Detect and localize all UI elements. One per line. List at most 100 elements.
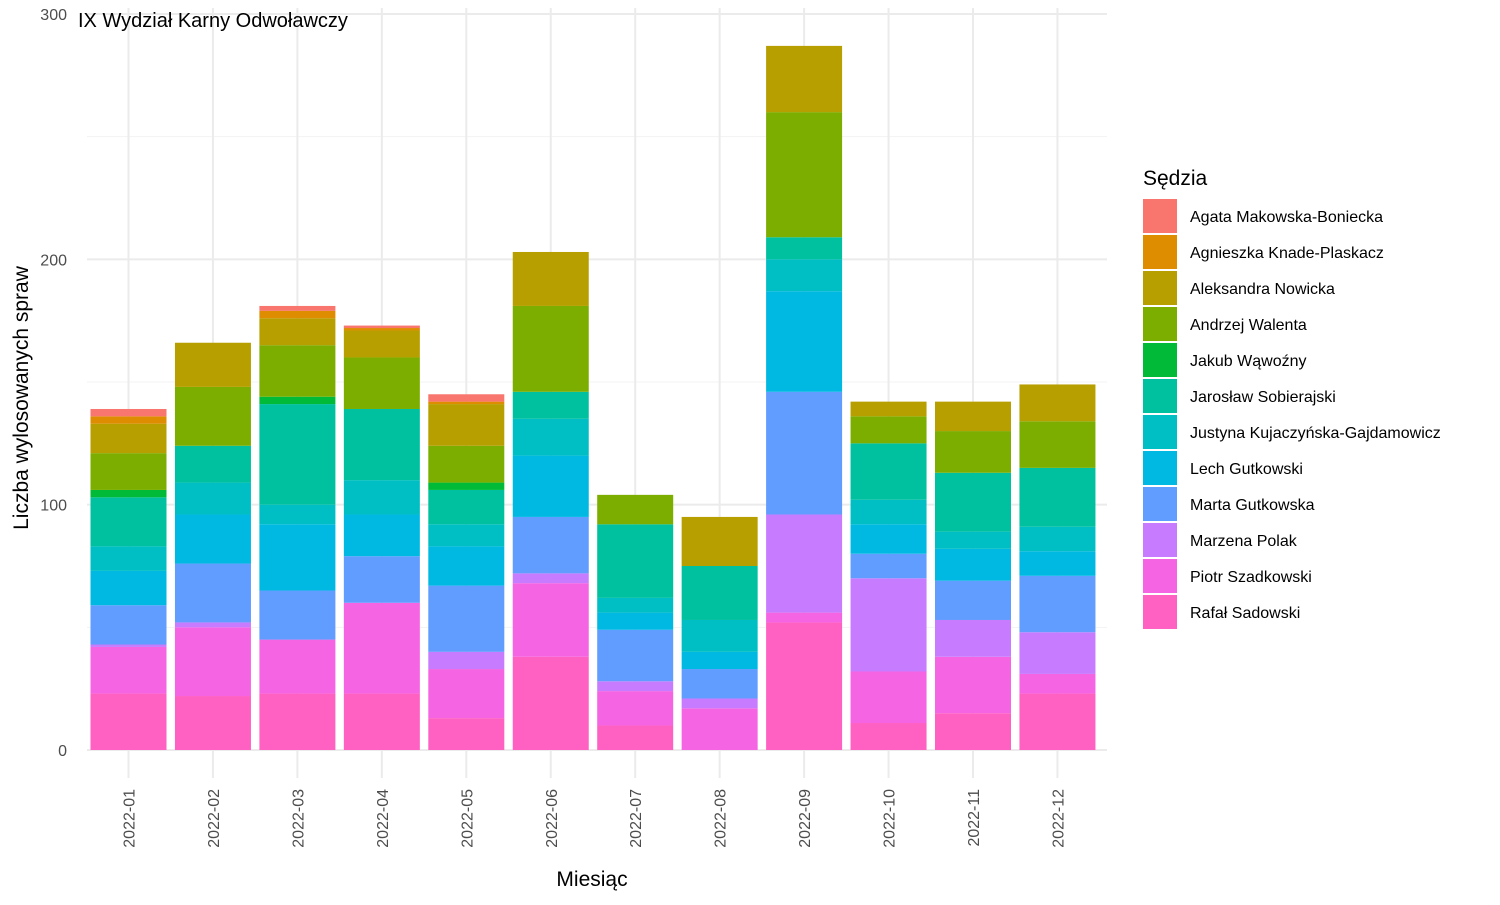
bar-segment bbox=[428, 404, 505, 446]
legend-label: Marzena Polak bbox=[1190, 533, 1298, 550]
legend-label: Jarosław Sobierajski bbox=[1190, 389, 1336, 406]
bar-segment bbox=[343, 693, 420, 750]
bar-segment bbox=[174, 386, 251, 446]
legend-swatch bbox=[1143, 595, 1177, 629]
legend-title: Sędzia bbox=[1143, 167, 1208, 190]
bar-segment bbox=[766, 514, 843, 613]
x-tick-label: 2022-07 bbox=[628, 789, 645, 848]
bar-segment bbox=[1019, 632, 1096, 674]
bar-segment bbox=[428, 585, 505, 652]
bar-segment bbox=[681, 708, 758, 750]
legend-swatch bbox=[1143, 199, 1177, 233]
bar-segment bbox=[766, 622, 843, 750]
legend-swatch bbox=[1143, 271, 1177, 305]
bar-segment bbox=[681, 651, 758, 670]
bar-segment bbox=[259, 404, 336, 505]
bar-segment bbox=[174, 696, 251, 750]
legend-label: Rafał Sadowski bbox=[1190, 605, 1300, 622]
bar-segment bbox=[597, 725, 674, 750]
bar-segment bbox=[90, 489, 167, 498]
bar-segment bbox=[850, 499, 927, 525]
bar-segment bbox=[174, 627, 251, 697]
bar-segment bbox=[935, 431, 1011, 473]
bar-segment bbox=[174, 342, 251, 387]
bar-segment bbox=[259, 590, 336, 640]
legend-item: Rafał Sadowski bbox=[1143, 595, 1300, 629]
bar-segment bbox=[90, 693, 167, 750]
bar-segment bbox=[935, 401, 1011, 432]
bar-segment bbox=[174, 445, 251, 483]
legend-swatch bbox=[1143, 451, 1177, 485]
bar-segment bbox=[681, 516, 758, 566]
bar-segment bbox=[1019, 526, 1096, 552]
legend-label: Jakub Wąwoźny bbox=[1190, 353, 1307, 370]
x-axis-title: Miesiąc bbox=[556, 868, 627, 891]
bar-segment bbox=[1019, 467, 1096, 527]
bar-segment bbox=[343, 408, 420, 481]
bar-segment bbox=[343, 328, 420, 331]
bar-segment bbox=[428, 445, 505, 483]
y-tick-label: 200 bbox=[40, 252, 67, 269]
legend-swatch bbox=[1143, 343, 1177, 377]
bar-segment bbox=[259, 396, 336, 405]
bar-segment bbox=[597, 629, 674, 682]
bar-segment bbox=[512, 573, 589, 584]
legend-items: Agata Makowska-Boniecka Agnieszka Knade-P… bbox=[1143, 199, 1441, 629]
legend-item: Justyna Kujaczyńska-Gajdamowicz bbox=[1143, 415, 1441, 449]
bar-segment bbox=[1019, 384, 1096, 422]
bar-segment bbox=[766, 259, 843, 292]
legend-item: Aleksandra Nowicka bbox=[1143, 271, 1335, 305]
y-axis-title: Liczba wylosowanych spraw bbox=[10, 265, 33, 530]
y-tick-label: 0 bbox=[58, 743, 67, 760]
legend-swatch bbox=[1143, 487, 1177, 521]
bar-segment bbox=[259, 345, 336, 397]
bar-segment bbox=[90, 408, 167, 417]
y-axis-ticks: 0 100 200 300 bbox=[40, 7, 67, 760]
legend-label: Agnieszka Knade-Plaskacz bbox=[1190, 245, 1384, 262]
bar-segment bbox=[90, 453, 167, 490]
bar-segment bbox=[1019, 673, 1096, 694]
bar-segment bbox=[343, 325, 420, 329]
bar-segment bbox=[90, 423, 167, 454]
bar-segment bbox=[343, 556, 420, 603]
x-tick-label: 2022-04 bbox=[375, 789, 392, 848]
legend-item: Agnieszka Knade-Plaskacz bbox=[1143, 235, 1384, 269]
bar-segment bbox=[1019, 551, 1096, 576]
bar-segment bbox=[259, 639, 336, 694]
bar-segment bbox=[512, 391, 589, 419]
legend-swatch bbox=[1143, 379, 1177, 413]
legend-item: Andrzej Walenta bbox=[1143, 307, 1307, 341]
bar-segment bbox=[935, 580, 1011, 620]
bar-segment bbox=[935, 713, 1011, 750]
x-tick-label: 2022-08 bbox=[713, 789, 730, 848]
bar-segment bbox=[850, 416, 927, 444]
x-axis-ticks: 2022-01 2022-02 2022-03 2022-04 2022-05 2022-… bbox=[122, 789, 1068, 848]
bar-segment bbox=[343, 480, 420, 515]
legend-swatch bbox=[1143, 523, 1177, 557]
bar-segment bbox=[766, 291, 843, 392]
bar-segment bbox=[512, 656, 589, 750]
legend-label: Agata Makowska-Boniecka bbox=[1190, 209, 1383, 226]
bar-segment bbox=[259, 524, 336, 591]
bar-segment bbox=[428, 651, 505, 670]
bar-segment bbox=[174, 482, 251, 515]
bar-segment bbox=[850, 671, 927, 724]
bar-segment bbox=[850, 443, 927, 500]
bar-segment bbox=[90, 646, 167, 694]
legend-item: Jarosław Sobierajski bbox=[1143, 379, 1336, 413]
bar-segment bbox=[681, 669, 758, 699]
bar-segment bbox=[935, 531, 1011, 549]
legend-item: Agata Makowska-Boniecka bbox=[1143, 199, 1383, 233]
legend-item: Piotr Szadkowski bbox=[1143, 559, 1312, 593]
bar-segment bbox=[90, 570, 167, 606]
bar-segment bbox=[259, 310, 336, 319]
bar-segment bbox=[681, 698, 758, 709]
bar-segment bbox=[428, 394, 505, 402]
x-tick-label: 2022-10 bbox=[882, 789, 899, 848]
legend-swatch bbox=[1143, 307, 1177, 341]
bar-segment bbox=[597, 681, 674, 692]
bar-segment bbox=[428, 546, 505, 586]
bar-segment bbox=[935, 548, 1011, 581]
bar-segment bbox=[850, 723, 927, 750]
